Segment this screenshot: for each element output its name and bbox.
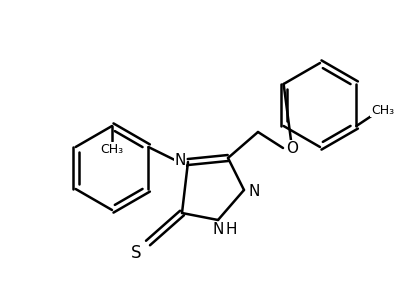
Text: O: O (286, 141, 298, 156)
Text: CH₃: CH₃ (101, 143, 124, 156)
Text: CH₃: CH₃ (371, 103, 394, 116)
Text: N: N (174, 153, 186, 168)
Text: N: N (212, 222, 224, 237)
Text: S: S (131, 244, 141, 262)
Text: N: N (248, 185, 260, 199)
Text: H: H (225, 222, 237, 237)
